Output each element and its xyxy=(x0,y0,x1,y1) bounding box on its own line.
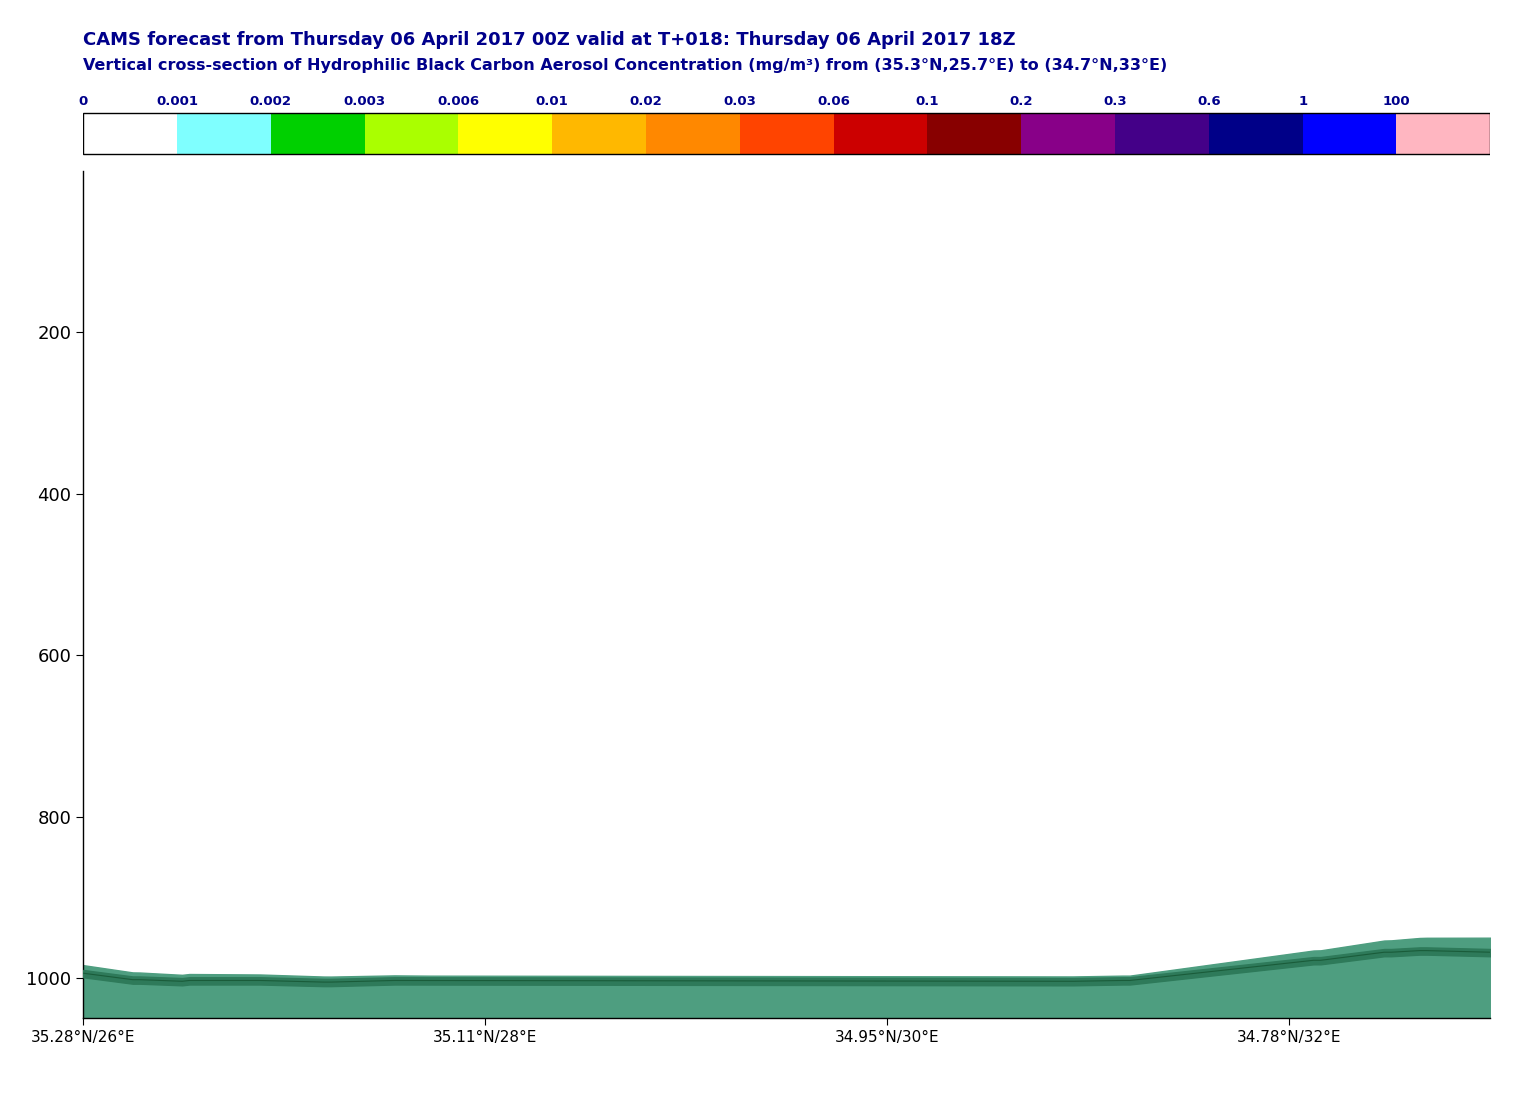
Text: 100: 100 xyxy=(1383,96,1410,109)
Text: 0.3: 0.3 xyxy=(1103,96,1127,109)
Text: 1: 1 xyxy=(1298,96,1307,109)
FancyBboxPatch shape xyxy=(646,113,740,154)
Text: 0.02: 0.02 xyxy=(629,96,663,109)
FancyBboxPatch shape xyxy=(740,113,834,154)
Text: 0: 0 xyxy=(79,96,88,109)
FancyBboxPatch shape xyxy=(1209,113,1303,154)
Text: 0.1: 0.1 xyxy=(915,96,940,109)
FancyBboxPatch shape xyxy=(271,113,365,154)
Text: 0.6: 0.6 xyxy=(1197,96,1221,109)
FancyBboxPatch shape xyxy=(365,113,458,154)
FancyBboxPatch shape xyxy=(1396,113,1490,154)
Text: 0.01: 0.01 xyxy=(536,96,569,109)
Text: 0.006: 0.006 xyxy=(437,96,480,109)
FancyBboxPatch shape xyxy=(1115,113,1209,154)
Text: 0.06: 0.06 xyxy=(817,96,850,109)
FancyBboxPatch shape xyxy=(1303,113,1396,154)
FancyBboxPatch shape xyxy=(177,113,271,154)
FancyBboxPatch shape xyxy=(927,113,1021,154)
Text: Vertical cross-section of Hydrophilic Black Carbon Aerosol Concentration (mg/m³): Vertical cross-section of Hydrophilic Bl… xyxy=(83,58,1168,74)
Text: CAMS forecast from Thursday 06 April 2017 00Z valid at T+018: Thursday 06 April : CAMS forecast from Thursday 06 April 201… xyxy=(83,31,1015,48)
Text: 0.001: 0.001 xyxy=(156,96,198,109)
FancyBboxPatch shape xyxy=(458,113,552,154)
FancyBboxPatch shape xyxy=(834,113,927,154)
FancyBboxPatch shape xyxy=(83,113,177,154)
Text: 0.2: 0.2 xyxy=(1009,96,1033,109)
Text: 0.003: 0.003 xyxy=(343,96,386,109)
FancyBboxPatch shape xyxy=(552,113,646,154)
Text: 0.03: 0.03 xyxy=(723,96,756,109)
FancyBboxPatch shape xyxy=(1021,113,1115,154)
Text: 0.002: 0.002 xyxy=(250,96,292,109)
